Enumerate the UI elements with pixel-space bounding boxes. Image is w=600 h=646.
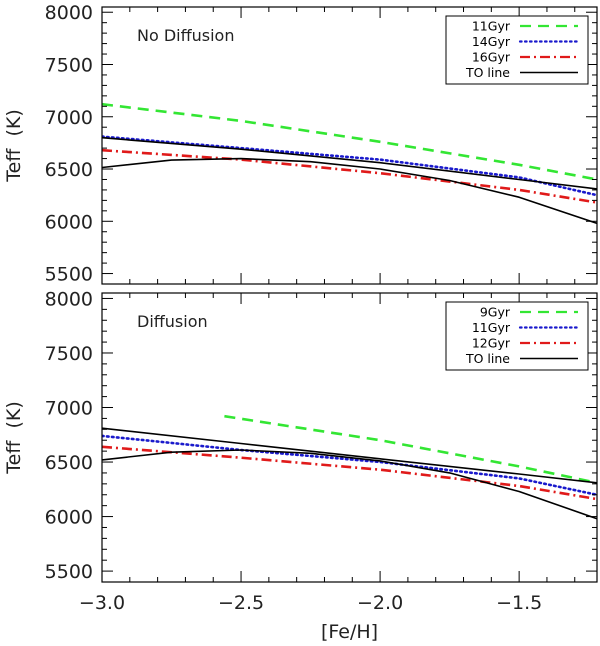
legend-label: 11Gyr [472,320,511,335]
series-line-to-line [102,427,597,484]
legend-label: TO line [465,65,510,80]
y-tick-label: 8000 [45,2,93,24]
panel-label: No Diffusion [137,26,234,45]
series-line-16gyr [102,148,597,204]
y-tick-label: 8000 [45,288,93,310]
y-tick-label: 6500 [45,159,93,181]
x-axis-title: [Fe/H] [321,621,378,643]
y-tick-label: 7500 [45,54,93,76]
y-tick-label: 6000 [45,507,93,529]
x-tick-label: −3.0 [79,592,125,614]
legend-label: 16Gyr [472,50,511,65]
series-line-12gyr [102,445,597,501]
y-tick-label: 5500 [45,561,93,583]
panel-no-diffusion: 5500 6000 6500 7000 7500 8000 Teff (K) No Diffu… [3,2,598,286]
series-group [102,414,597,520]
legend-label: 12Gyr [472,336,511,351]
series-line-11gyr [102,434,597,497]
series-line-11gyr [102,102,597,181]
legend-label: 9Gyr [480,305,511,320]
x-tick-label: −2.5 [218,592,264,614]
x-tick-label: −1.5 [496,592,542,614]
legend-label: 14Gyr [472,34,511,49]
y-tick-label: 7000 [45,398,93,420]
y-tick-label: 6500 [45,452,93,474]
series-line-9gyr [224,414,597,485]
panel-diffusion: 5500 6000 6500 7000 7500 8000 −3.0 −2.5 −2.0 −1.5… [3,288,598,643]
y-tick-label: 5500 [45,264,93,286]
plot-frame [101,6,598,285]
series-line-to-line [102,136,597,190]
series-line-to-line-curve [102,157,597,225]
y-tick-label: 6000 [45,211,93,233]
series-line-to-line-curve [102,449,597,520]
legend-label: 11Gyr [472,19,511,34]
y-axis-title: Teff (K) [3,109,25,183]
y-axis-title: Teff (K) [3,401,25,475]
panel-label: Diffusion [137,312,208,331]
series-group [102,102,597,225]
x-tick-label: −2.0 [357,592,403,614]
plot-frame [101,292,598,583]
y-tick-label: 7000 [45,107,93,129]
y-tick-label: 7500 [45,343,93,365]
legend-label: TO line [465,351,510,366]
